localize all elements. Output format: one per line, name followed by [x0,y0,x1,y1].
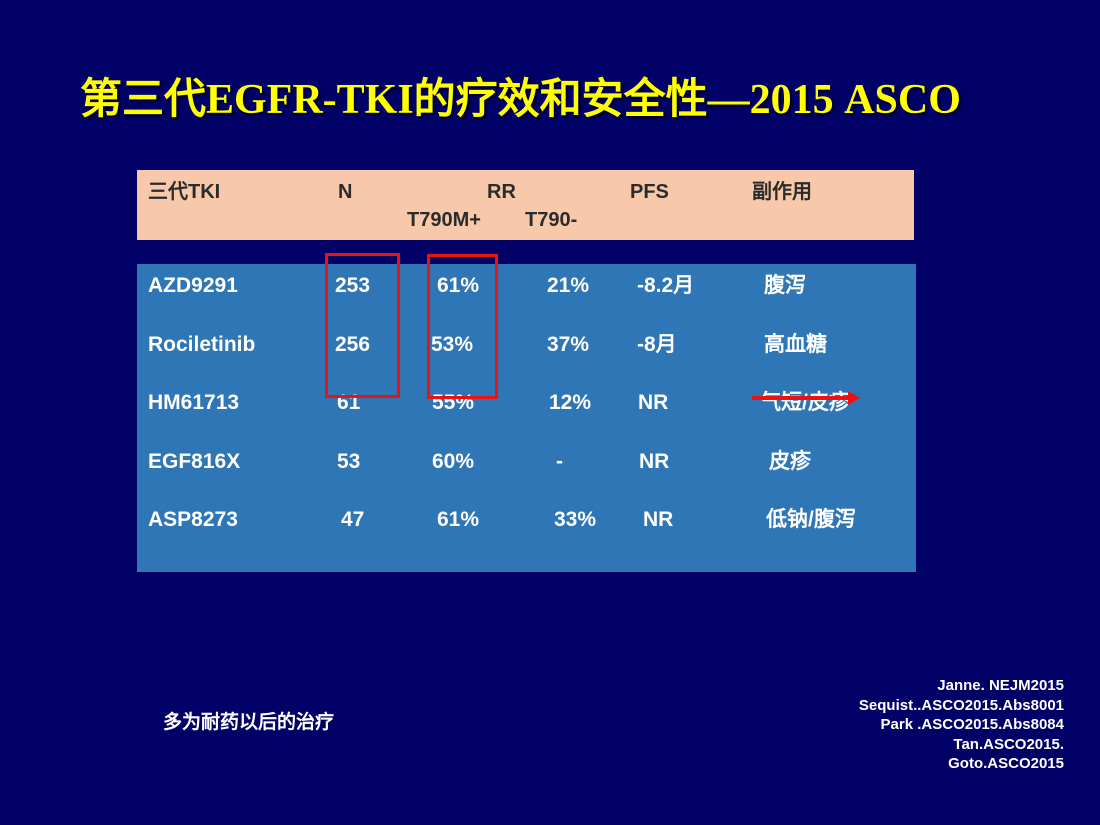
table-cell-n: 256 [335,333,371,356]
table-cell-pfs: NR [639,450,670,473]
table-cell-pfs: NR [638,391,669,414]
table-cell-rr-pos: 53% [431,333,474,356]
slide-title: 第三代EGFR-TKI的疗效和安全性—2015 ASCO [80,77,961,123]
table-cell-n: 53 [337,450,361,473]
header-side-effects: 副作用 [752,181,812,203]
table-cell-rr-pos: 60% [432,450,475,473]
header-pfs: PFS [630,181,669,203]
header-drug: 三代TKI [148,181,221,203]
table-cell-side-effects: 腹泻 [764,274,806,297]
table-cell-pfs: NR [643,508,674,531]
header-rr-t790m-positive: T790M+ [407,209,481,231]
footnote-text: 多为耐药以后的治疗 [163,712,335,733]
table-cell-side-effects: 皮疹 [769,450,811,473]
table-cell-rr-neg: 33% [554,508,597,531]
header-n: N [338,181,353,203]
table-cell-rr-neg: 21% [547,274,590,297]
table-cell-rr-pos: 61% [437,508,480,531]
table-body [137,264,916,572]
reference-item: Tan.ASCO2015. [953,735,1064,753]
strike-arrow-head-icon [848,391,860,405]
table-cell-rr-neg: 37% [547,333,590,356]
table-cell-rr-neg: - [556,450,563,473]
table-cell-drug: EGF816X [148,450,241,473]
references-list: Janne. NEJM2015 Sequist..ASCO2015.Abs800… [859,676,1064,774]
table-cell-side-effects: 气短/皮疹 [760,391,850,414]
table-cell-drug: Rociletinib [148,333,256,356]
reference-item: Goto.ASCO2015 [948,755,1064,772]
rr-column-highlight-box [427,254,498,399]
table-cell-pfs: -8.2月 [637,274,695,297]
table-cell-side-effects: 高血糖 [764,333,827,356]
reference-item: Park .ASCO2015.Abs8084 [880,716,1064,733]
table-cell-drug: ASP8273 [148,508,238,531]
reference-item: Sequist..ASCO2015.Abs8001 [858,696,1064,714]
table-cell-rr-neg: 12% [549,391,592,414]
header-rr: RR [487,181,516,203]
table-cell-drug: HM61713 [148,391,240,414]
header-rr-t790-negative: T790- [525,209,578,231]
table-header-band [137,170,914,240]
reference-item: Janne. NEJM2015 [937,677,1064,694]
strike-arrow-line [752,396,856,400]
table-cell-drug: AZD9291 [148,274,238,297]
table-cell-rr-pos: 61% [437,274,480,297]
table-cell-side-effects: 低钠/腹泻 [766,508,856,531]
table-cell-pfs: -8月 [637,333,677,356]
table-cell-n: 47 [341,508,365,531]
n-column-highlight-box [325,253,400,398]
table-cell-n: 253 [335,274,371,297]
